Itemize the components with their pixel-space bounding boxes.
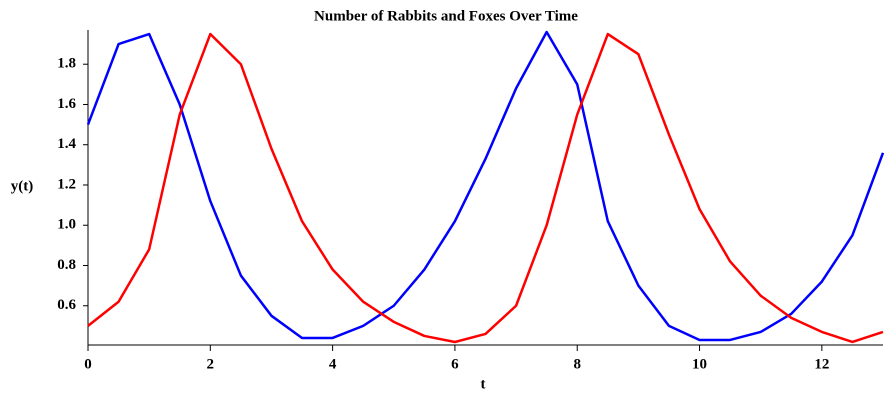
- y-tick-label: 1.6: [57, 96, 76, 112]
- x-tick-label: 12: [814, 356, 829, 372]
- series-line: [87, 32, 884, 344]
- y-axis-label: y(t): [11, 178, 34, 194]
- x-tick-label: 8: [573, 356, 581, 372]
- y-tick-label: 1.8: [57, 56, 76, 72]
- x-tick-label: 6: [451, 356, 459, 372]
- y-tick-label: 1.0: [57, 217, 76, 233]
- chart-title: Number of Rabbits and Foxes Over Time: [314, 8, 578, 24]
- series-line: [86, 30, 885, 342]
- x-tick-label: 10: [692, 356, 707, 372]
- y-tick-label: 1.4: [57, 136, 76, 152]
- x-tick-label: 2: [207, 356, 215, 372]
- y-tick-label: 0.8: [57, 257, 76, 273]
- y-tick-label: 0.6: [57, 297, 76, 313]
- y-tick-label: 1.2: [57, 176, 76, 192]
- x-tick-label: 4: [329, 356, 337, 372]
- x-tick-label: 0: [84, 356, 92, 372]
- x-axis-label: t: [481, 376, 486, 392]
